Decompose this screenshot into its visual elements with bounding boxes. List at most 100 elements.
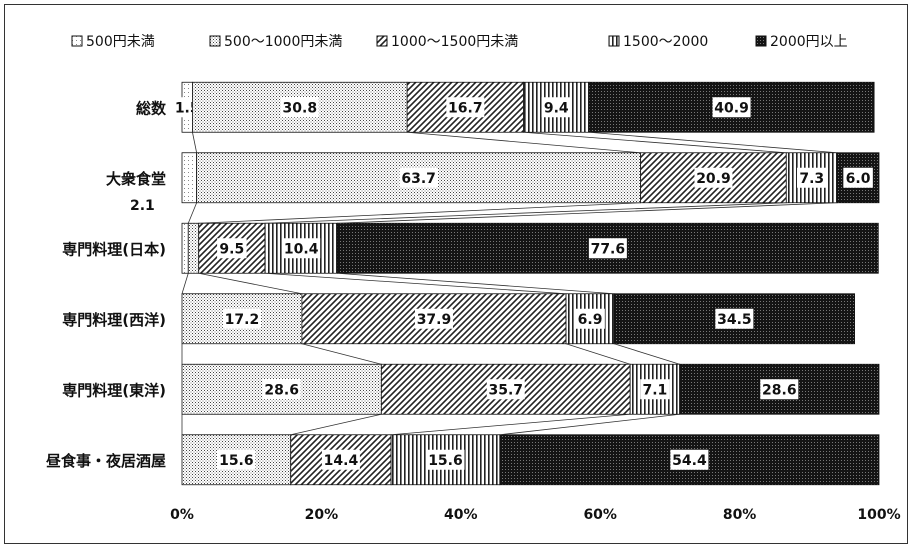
series-connector (499, 413, 680, 436)
series-connector (407, 131, 641, 154)
bar-segment (181, 222, 189, 274)
category-label: 専門料理(日本) (62, 240, 166, 258)
data-label-bg (414, 308, 453, 329)
category-label: 昼食事・夜居酒屋 (46, 452, 166, 470)
data-label: 6.9 (578, 312, 603, 328)
x-tick-label: 20% (305, 507, 339, 523)
category-label: 総数 (136, 99, 167, 117)
legend-item-1: 500〜1000円未満 (209, 34, 342, 50)
data-label: 10.4 (284, 241, 319, 257)
data-label-bg (222, 308, 261, 329)
series-connector (614, 343, 680, 365)
legend-label: 1500〜2000 (623, 34, 708, 50)
legend-item-4: 2000円以上 (755, 34, 848, 50)
data-label: 7.1 (643, 382, 668, 398)
data-label: 20.9 (696, 171, 731, 187)
series-connector (589, 131, 838, 154)
legend-swatch (376, 35, 388, 47)
bar-row: 63.7 20.9 7.3 6.0 (181, 152, 880, 204)
data-label-bg (715, 308, 754, 329)
x-tick-label: 0% (170, 507, 194, 523)
series-connector (301, 343, 382, 365)
data-label-bg (694, 167, 733, 188)
series-connector (198, 202, 641, 224)
bar-row: 28.6 35.7 7.1 28.6 (181, 363, 880, 415)
legend-item-3: 1500〜2000 (608, 34, 708, 50)
x-tick-label: 100% (857, 507, 900, 523)
data-label-bg (670, 449, 709, 470)
data-label-bg (282, 238, 321, 259)
legend-label: 1000〜1500円未満 (391, 34, 518, 50)
series-connector (264, 202, 787, 224)
legend-swatch (608, 35, 620, 47)
data-label: 34.5 (717, 312, 752, 328)
data-label: 63.7 (401, 171, 436, 187)
bar-row: 9.5 10.4 77.6 (181, 222, 879, 274)
data-label-bg (760, 379, 799, 400)
data-label: 35.7 (488, 382, 523, 398)
series-connector (198, 272, 302, 295)
series-connector (391, 413, 631, 436)
data-label-bg (446, 97, 485, 118)
category-label: 大衆食堂 (106, 170, 166, 188)
series-connector (290, 413, 382, 436)
series-connector (181, 273, 189, 294)
data-label: 54.4 (672, 453, 707, 469)
bar-row: 1.5 30.8 16.7 9.4 40.9 (172, 81, 875, 133)
data-label-bg (486, 379, 525, 400)
bar-segment (181, 152, 198, 204)
data-label: 15.6 (219, 453, 254, 469)
legend-item-0: 500円未満 (71, 34, 155, 50)
category-label: 専門料理(東洋) (62, 381, 166, 399)
data-label-bg (541, 97, 572, 118)
data-label: 9.4 (544, 100, 569, 116)
data-label: 9.5 (219, 241, 244, 257)
legend-label: 2000円以上 (770, 34, 848, 50)
data-label: 77.6 (591, 241, 626, 257)
data-label-bg (217, 449, 256, 470)
series-connector (264, 272, 567, 295)
data-label-bg (321, 449, 360, 470)
data-label: 6.0 (846, 171, 871, 187)
data-label-bg (588, 238, 627, 259)
bar-row: 15.6 14.4 15.6 54.4 (181, 434, 880, 486)
legend-swatch (209, 35, 221, 47)
data-label: 37.9 (417, 312, 452, 328)
category-label: 専門料理(西洋) (62, 311, 166, 329)
data-label-bg (575, 308, 605, 329)
data-label-bg (262, 379, 301, 400)
series-connector (192, 132, 198, 153)
data-label: 28.6 (264, 382, 299, 398)
series-connector (523, 131, 787, 154)
legend-label: 500円未満 (86, 34, 155, 50)
x-tick-label: 60% (583, 507, 617, 523)
data-label-bg (280, 97, 319, 118)
data-label: 14.4 (324, 453, 359, 469)
legend-label: 500〜1000円未満 (224, 34, 342, 50)
data-label: 16.7 (448, 100, 483, 116)
data-label: 28.6 (762, 382, 797, 398)
legend-item-2: 1000〜1500円未満 (376, 34, 518, 50)
data-label-bg (399, 167, 438, 188)
series-connector (337, 202, 838, 224)
x-tick-label: 40% (444, 507, 478, 523)
bar-row: 17.2 37.9 6.9 34.5 (181, 293, 856, 345)
x-tick-label: 80% (723, 507, 757, 523)
legend-swatch (71, 35, 83, 47)
data-label: 30.8 (283, 100, 318, 116)
data-label: 15.6 (428, 453, 463, 469)
data-label-bg (217, 238, 247, 259)
series-connector (565, 343, 631, 365)
data-label: 7.3 (799, 171, 824, 187)
data-label-bg (712, 97, 751, 118)
series-connector (187, 202, 198, 224)
data-label-bg (796, 167, 827, 188)
data-label-bg (426, 449, 465, 470)
outside-data-label: 2.1 (130, 198, 155, 214)
bar-segment (187, 222, 200, 274)
series-connector (337, 272, 615, 295)
data-label: 40.9 (714, 100, 749, 116)
data-label-bg (843, 167, 873, 188)
data-label-bg (640, 379, 670, 400)
